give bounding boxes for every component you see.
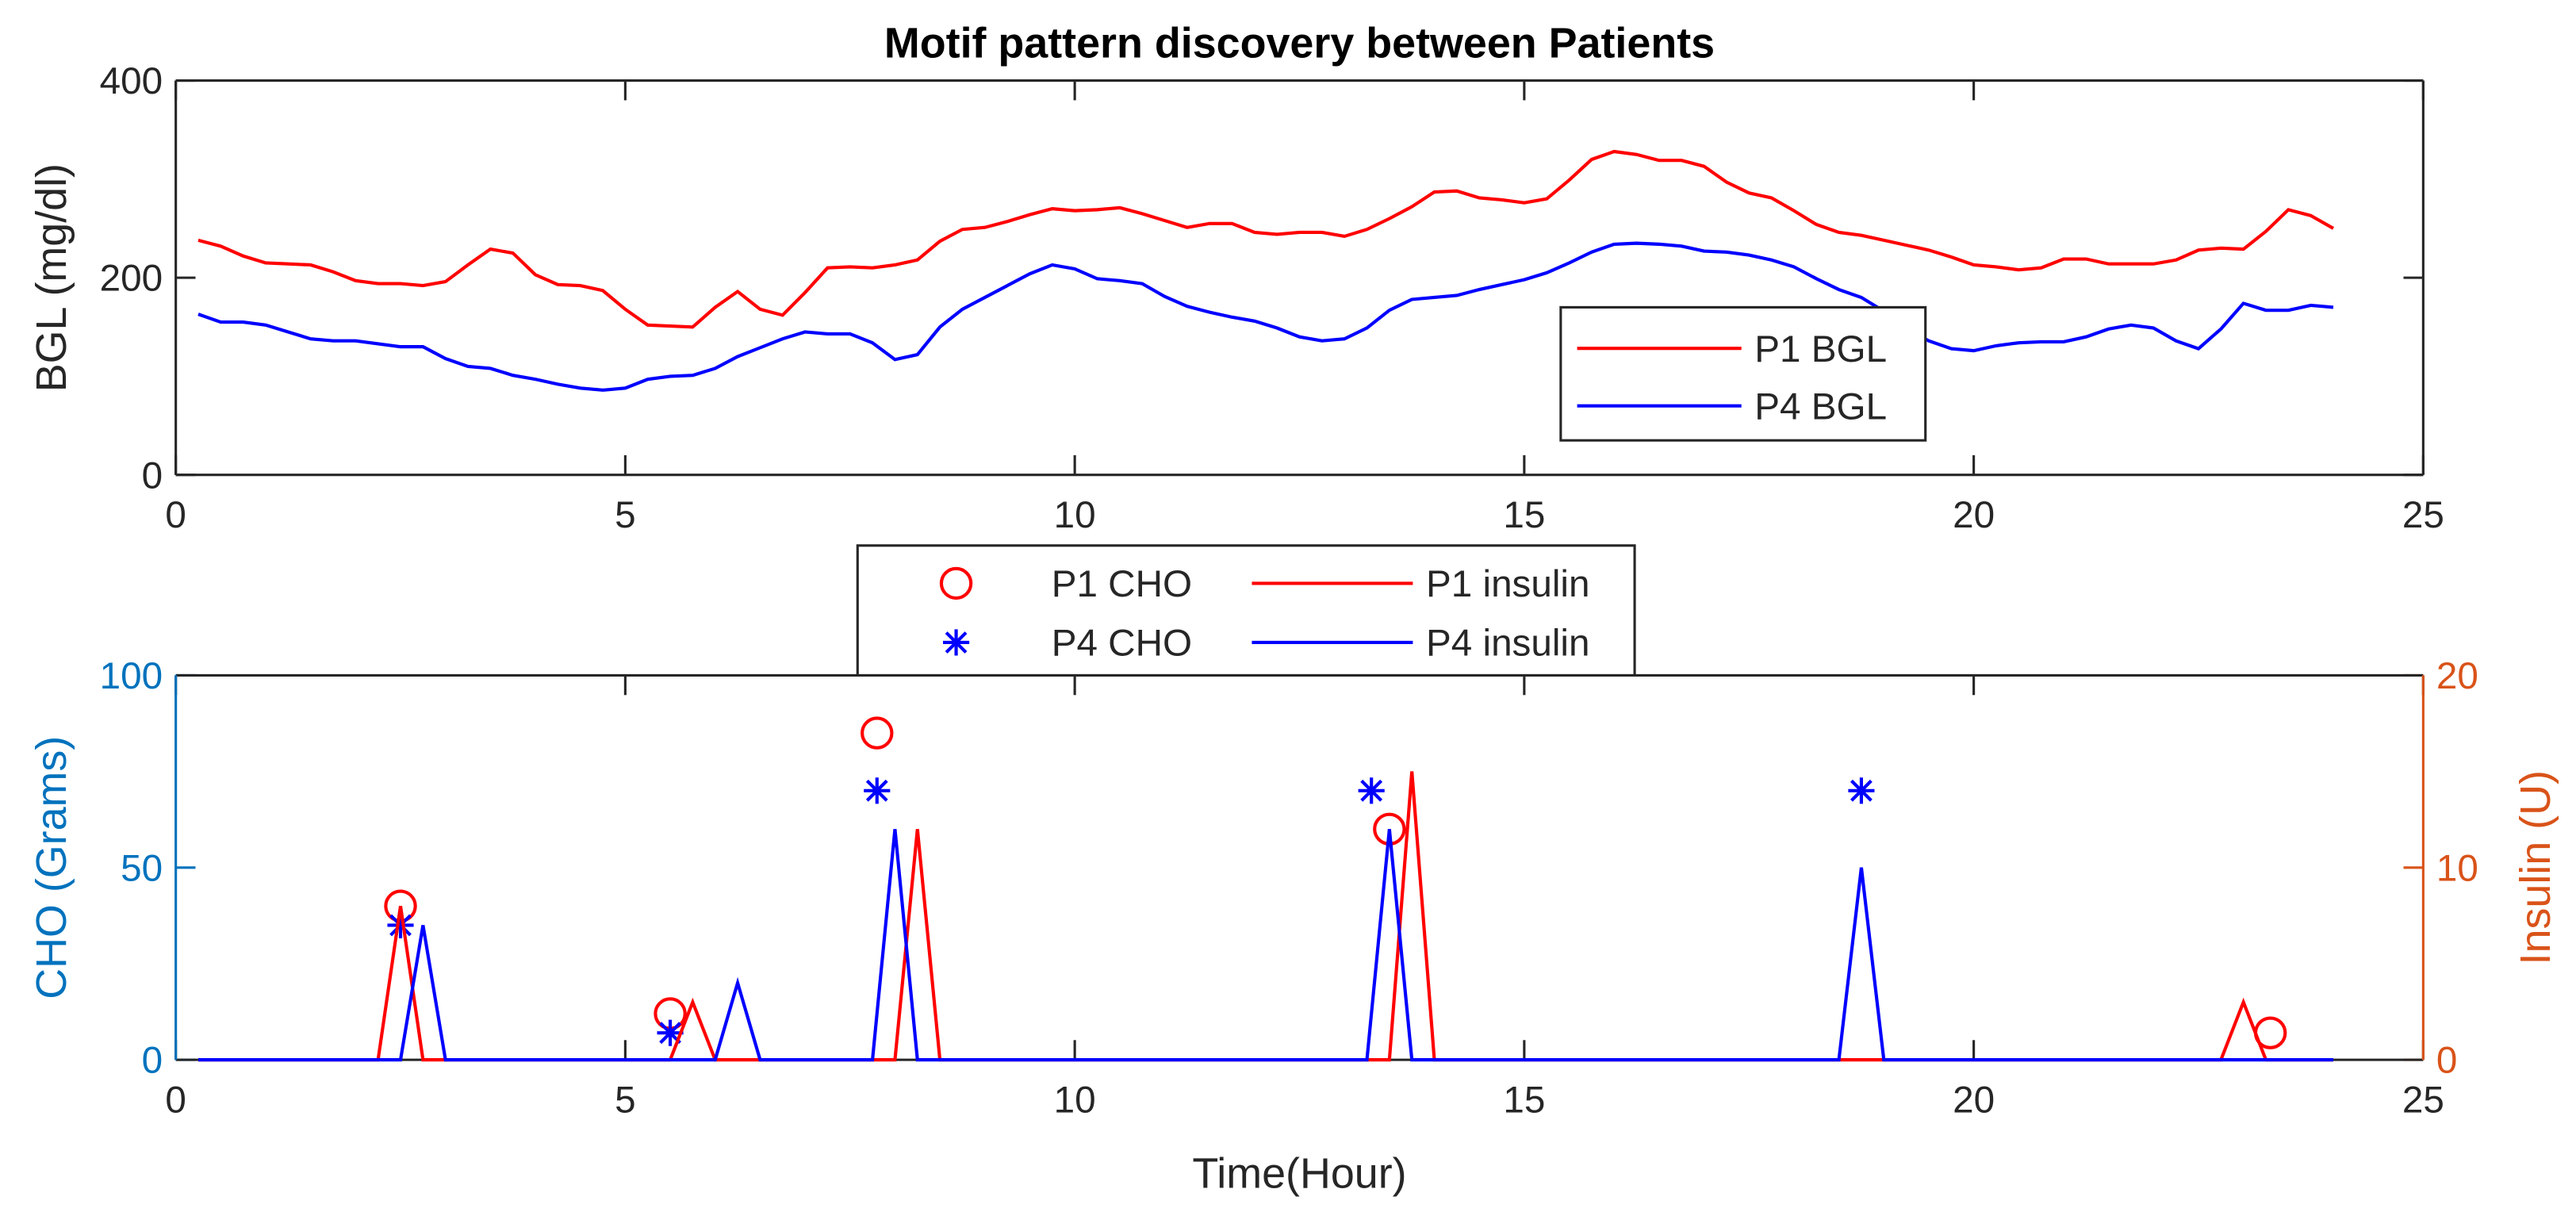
x-tick-label: 15 [1503,494,1545,536]
x-tick-label: 5 [615,1079,636,1121]
y2-tick-label: 0 [2436,1040,2458,1082]
x-tick-label: 20 [1953,1079,1995,1121]
data-line [197,771,2334,1062]
legend-label: P4 insulin [1426,623,1590,665]
x-tick-label: 0 [165,1079,186,1121]
y-tick-label: 0 [142,454,163,497]
y2-tick-label: 20 [2436,655,2478,697]
x-tick-label: 10 [1054,1079,1096,1121]
legend-box [1559,305,1927,442]
x-axis-label: Time(Hour) [1192,1150,1406,1198]
legend-label: P1 CHO [1052,563,1192,605]
scatter-point [1848,777,1875,804]
x-tick-label: 10 [1054,494,1096,536]
legend-swatch [943,629,970,656]
y-tick-label: 0 [142,1040,163,1082]
data-line [197,829,2334,1062]
y2-axis-label: Insulin (U) [2512,770,2559,965]
y-tick-label: 400 [100,60,163,102]
y2-tick-label: 10 [2436,847,2478,889]
legend-box [856,544,1636,677]
x-tick-label: 25 [2402,494,2444,536]
legend-label: P1 insulin [1426,563,1590,605]
y-tick-label: 100 [100,655,163,697]
scatter-point [1358,777,1385,804]
x-tick-label: 20 [1953,494,1995,536]
x-tick-label: 5 [615,494,636,536]
legend-label: P4 BGL [1754,385,1887,428]
data-line [197,241,2334,392]
legend: P1 CHO P4 CHO P1 insulin P4 insulin [856,544,1636,677]
scatter-point [864,777,891,804]
legend: P1 BGL P4 BGL [1559,305,1927,442]
x-tick-label: 0 [165,494,186,536]
legend-label: P4 CHO [1052,623,1192,665]
x-tick-label: 15 [1503,1079,1545,1121]
x-tick-label: 25 [2402,1079,2444,1121]
data-line [197,149,2335,329]
y-tick-label: 200 [100,258,163,300]
scatter-point [387,911,414,939]
scatter-point [657,1019,684,1046]
legend-label: P1 BGL [1754,328,1887,370]
legend-swatch [939,566,973,600]
y-tick-label: 50 [121,847,163,889]
y-axis-label: BGL (mg/dl) [28,163,75,392]
chart-title: Motif pattern discovery between Patients [884,20,1715,67]
scatter-point [861,716,894,750]
y-axis-label: CHO (Grams) [28,736,75,999]
